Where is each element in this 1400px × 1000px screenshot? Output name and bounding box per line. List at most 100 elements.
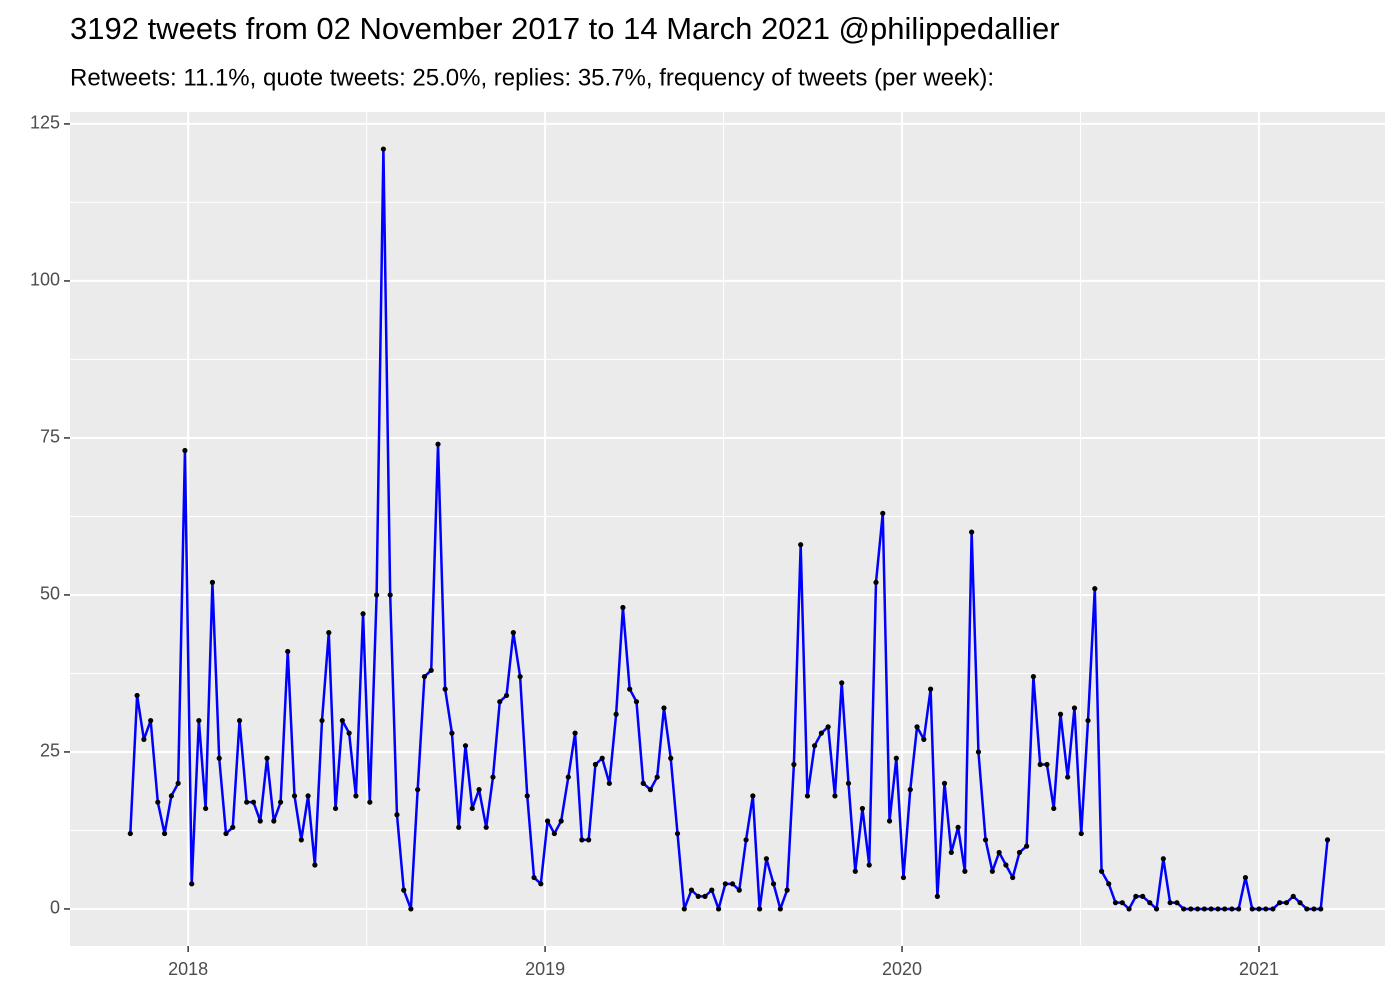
data-point [989, 868, 995, 874]
data-point [1229, 906, 1235, 912]
data-point [736, 887, 742, 893]
data-point [729, 881, 736, 887]
data-point [538, 881, 544, 887]
data-point [374, 592, 380, 598]
data-point [1270, 906, 1276, 912]
data-point [134, 692, 140, 699]
data-point [845, 780, 852, 786]
chart-subtitle: Retweets: 11.1%, quote tweets: 25.0%, re… [70, 64, 994, 91]
data-point [469, 805, 475, 812]
data-point [784, 887, 790, 893]
data-point [579, 837, 585, 843]
data-point [1188, 906, 1194, 912]
data-point [1167, 900, 1173, 906]
data-point [380, 146, 387, 152]
x-tick-label: 2019 [525, 959, 565, 979]
data-point [1106, 881, 1112, 887]
data-point [312, 862, 318, 868]
data-point [435, 441, 441, 447]
data-point [914, 724, 920, 730]
data-point [346, 730, 352, 736]
data-point [1174, 900, 1180, 906]
data-point [196, 717, 202, 724]
data-point [586, 837, 592, 843]
data-point [798, 542, 804, 548]
data-point [319, 717, 325, 724]
data-point [558, 818, 564, 824]
data-point [277, 799, 284, 805]
data-point [244, 799, 250, 805]
data-point [203, 805, 209, 812]
data-point [503, 692, 510, 699]
data-point [264, 755, 270, 761]
data-point [387, 592, 393, 598]
x-tick-label: 2018 [168, 959, 208, 979]
data-point [456, 824, 462, 830]
data-point [859, 805, 866, 812]
data-point [565, 774, 571, 780]
x-tick-label: 2021 [1239, 959, 1279, 979]
data-point [531, 874, 537, 881]
data-point [182, 447, 188, 454]
data-point [1037, 761, 1043, 768]
data-point [688, 887, 695, 893]
data-point [1098, 868, 1105, 874]
data-point [1297, 900, 1303, 906]
data-point [962, 868, 968, 874]
data-point [832, 793, 838, 799]
y-tick-label: 25 [40, 741, 60, 761]
data-point [934, 893, 940, 899]
data-point [1318, 906, 1324, 912]
data-point [394, 812, 400, 818]
data-point [811, 743, 818, 749]
data-point [955, 824, 961, 830]
data-point [360, 611, 366, 617]
data-point [298, 837, 304, 843]
data-point [839, 680, 845, 686]
data-point [647, 787, 653, 793]
data-point [421, 673, 428, 680]
data-point [1147, 900, 1153, 906]
data-point [825, 724, 831, 730]
data-point [353, 793, 359, 799]
data-point [339, 717, 345, 724]
data-point [483, 824, 489, 830]
data-point [1078, 830, 1084, 837]
data-point [127, 830, 133, 837]
data-point [490, 774, 496, 780]
data-point [189, 881, 195, 887]
data-point [941, 780, 948, 786]
data-point [291, 793, 298, 799]
data-point [1242, 874, 1249, 881]
data-point [661, 705, 667, 711]
data-point [544, 818, 551, 824]
data-point [551, 830, 557, 837]
data-point [442, 686, 448, 692]
data-point [633, 699, 640, 705]
data-point [1256, 906, 1262, 912]
data-point [1263, 906, 1269, 912]
data-point [1222, 906, 1228, 912]
data-point [415, 787, 421, 793]
data-point [969, 529, 975, 535]
data-point [1024, 843, 1030, 849]
data-point [236, 717, 243, 724]
data-point [640, 780, 646, 786]
data-point [1195, 906, 1201, 912]
y-tick-label: 100 [30, 270, 60, 290]
data-point [777, 906, 783, 912]
data-point [1283, 900, 1290, 906]
data-point [223, 830, 229, 837]
data-point [791, 761, 797, 768]
data-point [804, 793, 811, 799]
data-point [1071, 705, 1078, 711]
data-point [497, 699, 503, 705]
data-point [1051, 805, 1057, 812]
data-point [155, 799, 161, 805]
data-point [668, 755, 674, 761]
y-tick-label: 50 [40, 584, 60, 604]
data-point [1126, 906, 1132, 912]
data-point [763, 856, 770, 862]
data-point [770, 881, 777, 887]
